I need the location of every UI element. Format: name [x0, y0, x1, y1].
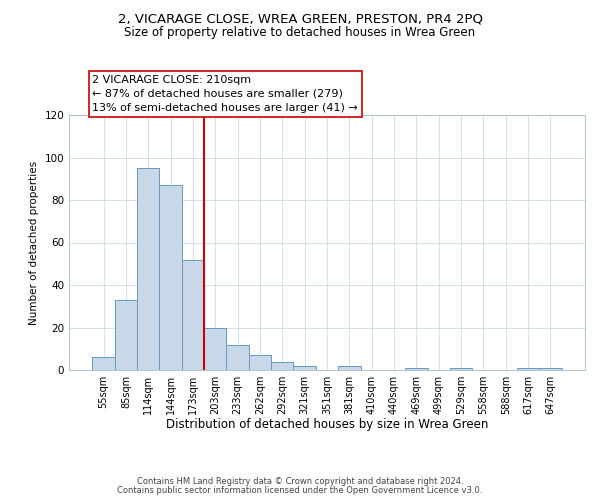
Text: 2 VICARAGE CLOSE: 210sqm
← 87% of detached houses are smaller (279)
13% of semi-: 2 VICARAGE CLOSE: 210sqm ← 87% of detach… [92, 75, 358, 113]
Bar [539, 368, 562, 370]
Text: Contains HM Land Registry data © Crown copyright and database right 2024.: Contains HM Land Registry data © Crown c… [137, 477, 463, 486]
Bar [160, 185, 182, 370]
Bar [450, 368, 472, 370]
Y-axis label: Number of detached properties: Number of detached properties [29, 160, 39, 324]
Text: 2, VICARAGE CLOSE, WREA GREEN, PRESTON, PR4 2PQ: 2, VICARAGE CLOSE, WREA GREEN, PRESTON, … [118, 12, 482, 26]
Bar [338, 366, 361, 370]
Bar [293, 366, 316, 370]
Bar [182, 260, 204, 370]
Bar [271, 362, 293, 370]
Bar [405, 368, 428, 370]
Text: Size of property relative to detached houses in Wrea Green: Size of property relative to detached ho… [124, 26, 476, 39]
Bar [249, 355, 271, 370]
Bar [517, 368, 539, 370]
Bar [92, 357, 115, 370]
X-axis label: Distribution of detached houses by size in Wrea Green: Distribution of detached houses by size … [166, 418, 488, 432]
Bar [115, 300, 137, 370]
Text: Contains public sector information licensed under the Open Government Licence v3: Contains public sector information licen… [118, 486, 482, 495]
Bar [137, 168, 160, 370]
Bar [226, 344, 249, 370]
Bar [204, 328, 226, 370]
